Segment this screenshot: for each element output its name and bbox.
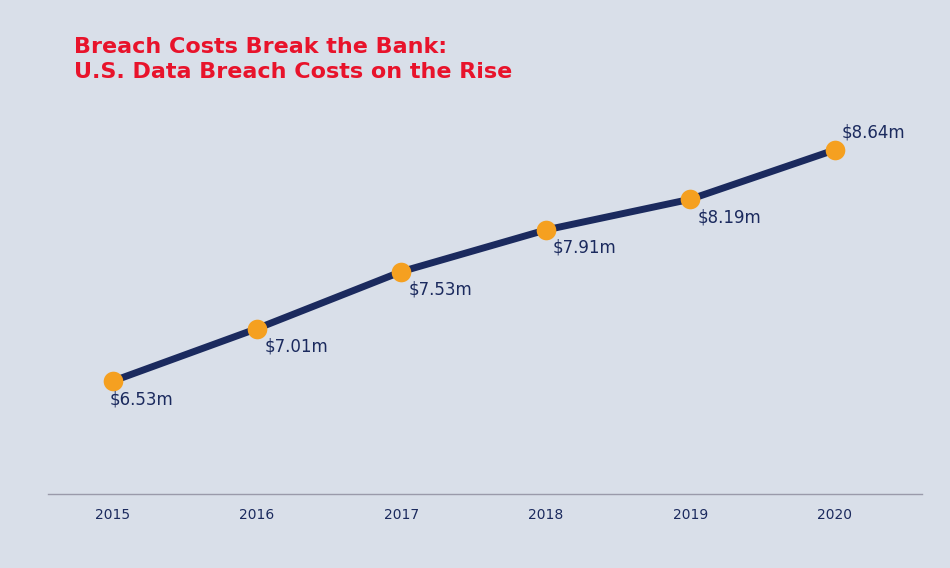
Text: Breach Costs Break the Bank:
U.S. Data Breach Costs on the Rise: Breach Costs Break the Bank: U.S. Data B… (74, 37, 512, 82)
Point (249, 324, 264, 333)
Text: $6.53m: $6.53m (109, 390, 173, 408)
Point (539, 225, 554, 235)
Point (104, 377, 120, 386)
Text: $8.19m: $8.19m (697, 208, 761, 226)
Point (394, 267, 409, 276)
Text: $7.91m: $7.91m (553, 239, 617, 257)
Text: $7.53m: $7.53m (408, 281, 472, 298)
Text: $8.64m: $8.64m (842, 123, 905, 141)
Text: $7.01m: $7.01m (264, 337, 328, 356)
Point (827, 145, 843, 154)
Point (683, 195, 698, 204)
